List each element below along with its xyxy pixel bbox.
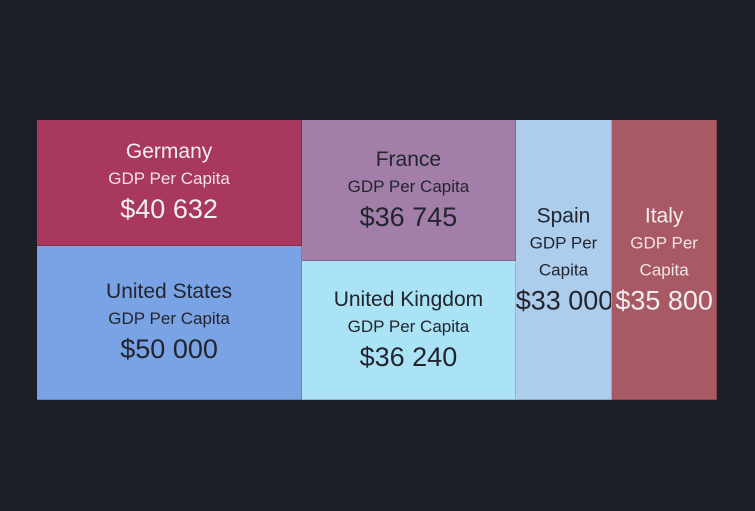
tile-name: United States: [106, 280, 233, 304]
tile-label-group: Germany GDP Per Capita $40 632: [37, 138, 301, 226]
tile-label-group: France GDP Per Capita $36 745: [302, 146, 515, 234]
tile-metric-label: GDP Per Capita: [529, 233, 598, 279]
tile-name: France: [375, 147, 442, 171]
treemap-tile-italy[interactable]: Italy GDP Per Capita $35 800: [612, 120, 717, 400]
treemap-tile-germany[interactable]: Germany GDP Per Capita $40 632: [37, 120, 303, 246]
tile-label-group: Spain GDP Per Capita $33 000: [516, 202, 612, 317]
tile-metric-label: GDP Per Capita: [347, 316, 470, 336]
tile-value-label: $33 000: [515, 285, 613, 315]
tile-label-group: United Kingdom GDP Per Capita $36 240: [302, 286, 515, 374]
tile-label-group: United States GDP Per Capita $50 000: [37, 278, 301, 366]
treemap-tile-united-kingdom[interactable]: United Kingdom GDP Per Capita $36 240: [302, 260, 516, 400]
tile-value-label: $36 240: [359, 341, 458, 372]
tile-value-label: $50 000: [120, 334, 218, 365]
tile-value-label: $35 800: [615, 285, 713, 315]
tile-value-label: $40 632: [120, 194, 218, 225]
treemap-tile-united-states[interactable]: United States GDP Per Capita $50 000: [37, 245, 303, 400]
tile-name: Spain: [536, 204, 591, 227]
tile-metric-label: GDP Per Capita: [630, 233, 698, 279]
tile-label-group: Italy GDP Per Capita $35 800: [612, 202, 716, 317]
treemap-chart: Germany GDP Per Capita $40 632 United State…: [37, 120, 717, 400]
tile-value-label: $36 745: [359, 201, 458, 232]
tile-name: United Kingdom: [333, 287, 484, 311]
treemap-tile-spain[interactable]: Spain GDP Per Capita $33 000: [515, 120, 613, 400]
tile-name: Italy: [644, 204, 684, 227]
tile-metric-label: GDP Per Capita: [108, 169, 230, 189]
tile-name: Germany: [125, 140, 213, 164]
tile-metric-label: GDP Per Capita: [347, 176, 470, 196]
treemap-tile-france[interactable]: France GDP Per Capita $36 745: [302, 120, 516, 261]
tile-metric-label: GDP Per Capita: [108, 309, 230, 329]
